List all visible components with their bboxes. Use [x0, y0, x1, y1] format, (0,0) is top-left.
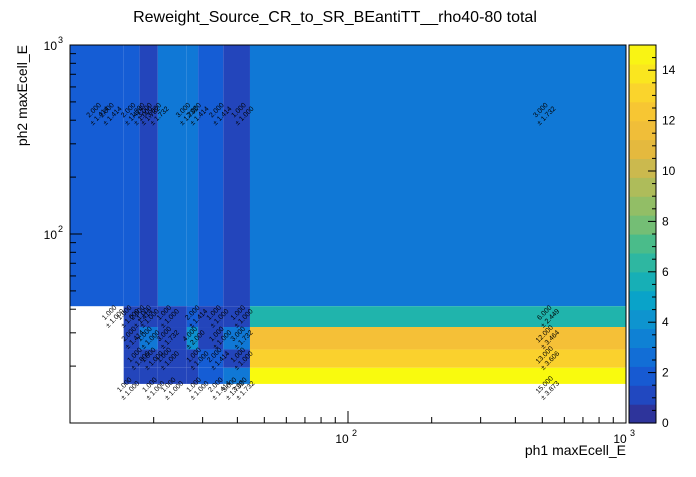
heatmap-cell [223, 367, 250, 384]
chart-title: Reweight_Source_CR_to_SR_BEantiTT__rho40… [133, 9, 537, 26]
colorbar-segment [629, 63, 656, 84]
heatmap-cell [123, 349, 140, 368]
colorbar-segment [629, 45, 656, 65]
heatmap-cell [157, 349, 187, 368]
y-tick-label: 10 [44, 228, 58, 242]
colorbar-tick-label: 4 [662, 315, 669, 329]
colorbar-segment [629, 366, 656, 386]
colorbar-segment [629, 139, 656, 159]
colorbar-segment [629, 82, 656, 103]
x-tick-label: 10 [335, 432, 349, 446]
heatmap-cell [223, 306, 250, 328]
colorbar-segment [629, 271, 656, 292]
x-tick-exponent: 3 [630, 428, 635, 438]
x-tick-exponent: 2 [352, 428, 357, 438]
heatmap-cell [157, 45, 187, 307]
colorbar-segment [629, 234, 656, 254]
colorbar-segment [629, 309, 656, 330]
heatmap-cell [198, 327, 224, 350]
heatmap-cell [198, 367, 224, 384]
colorbar-tick-label: 8 [662, 214, 669, 228]
colorbar-tick-label: 0 [662, 416, 669, 430]
heatmap-cell [186, 327, 199, 350]
heatmap-cell [223, 349, 250, 368]
colorbar-segment [629, 385, 656, 405]
y-axis-title: ph2 maxEcell_E [14, 45, 30, 146]
x-axis: 10 2 10 3 [69, 411, 635, 446]
heatmap-cell [249, 327, 626, 350]
y-tick-exponent: 3 [58, 35, 63, 45]
heatmap-cell [139, 306, 158, 328]
y-tick-label: 10 [44, 39, 58, 53]
colorbar-tick-label: 14 [662, 63, 676, 77]
colorbar-segment [629, 177, 656, 197]
colorbar-segment [629, 290, 656, 311]
heatmap-cell [157, 327, 187, 350]
heatmap-cell [123, 45, 140, 307]
heatmap-cell [186, 45, 199, 307]
heatmap-cell [157, 306, 187, 328]
heatmap-cell [139, 45, 158, 307]
heatmap-cell [157, 367, 187, 384]
heatmap-cell [123, 367, 140, 384]
colorbar-segment [629, 158, 656, 178]
heatmap-cell [223, 45, 250, 307]
colorbar-segment [629, 404, 656, 424]
heatmap-cell [223, 327, 250, 350]
heatmap-cell [249, 306, 626, 328]
colorbar-tick-label: 6 [662, 265, 669, 279]
colorbar-segment [629, 120, 656, 141]
heatmap-cell [186, 306, 199, 328]
colorbar-tick-label: 10 [662, 164, 676, 178]
heatmap-cell [249, 349, 626, 368]
colorbar-tick-label: 12 [662, 114, 676, 128]
heatmap-cell [186, 367, 199, 384]
heatmap-cell [139, 367, 158, 384]
colorbar-segment [629, 347, 656, 367]
heatmap-cell [249, 45, 626, 307]
x-tick-label: 10 [613, 432, 627, 446]
heatmap-cell [123, 306, 140, 328]
colorbar-segment [629, 101, 656, 122]
heatmap-cell [139, 327, 158, 350]
heatmap-cell [123, 327, 140, 350]
heatmap-cell [198, 45, 224, 307]
heatmap-cell [198, 306, 224, 328]
heatmap-cells [70, 45, 626, 384]
colorbar-segment [629, 215, 656, 235]
colorbar-segment [629, 196, 656, 216]
colorbar-tick-label: 2 [662, 366, 669, 380]
colorbar-segment [629, 252, 656, 273]
heatmap-cell [139, 349, 158, 368]
color-scale-bar: 0 2 4 6 8 10 12 14 [628, 44, 676, 430]
heatmap-cell [186, 349, 199, 368]
heatmap-cell [198, 349, 224, 368]
heatmap-cell [249, 367, 626, 384]
colorbar-segment [629, 328, 656, 348]
x-axis-title: ph1 maxEcell_E [525, 442, 626, 458]
heatmap-cell [70, 45, 124, 307]
y-tick-exponent: 2 [58, 224, 63, 234]
